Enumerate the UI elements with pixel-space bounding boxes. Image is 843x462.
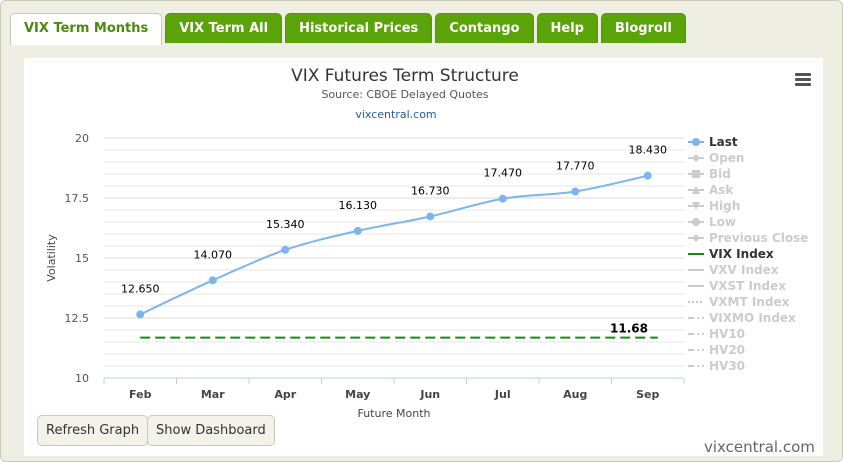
data-label: 17.770: [556, 160, 595, 173]
legend-item-vix-index[interactable]: VIX Index: [688, 247, 774, 261]
x-tick-label: Feb: [129, 388, 152, 401]
y-tick-label: 20: [75, 132, 89, 145]
y-tick-label: 10: [75, 372, 89, 385]
legend-item-last[interactable]: Last: [688, 135, 738, 149]
legend-item-previous-close[interactable]: Previous Close: [688, 231, 808, 245]
data-label: 14.070: [194, 248, 233, 261]
chart-title: VIX Futures Term Structure: [291, 66, 519, 86]
svg-text:Bid: Bid: [709, 167, 731, 181]
chart-panel: [24, 58, 823, 456]
x-tick-label: Apr: [274, 388, 296, 401]
svg-text:Ask: Ask: [709, 183, 734, 197]
x-tick-label: Jun: [419, 388, 440, 401]
legend-item-vixmo-index[interactable]: VIXMO Index: [688, 311, 796, 325]
series-last-point: [571, 187, 580, 196]
y-tick-label: 17.5: [65, 192, 90, 205]
data-label: 12.650: [121, 282, 160, 295]
series-last-point: [353, 226, 362, 235]
svg-text:VIXMO Index: VIXMO Index: [709, 311, 796, 325]
legend-item-hv30[interactable]: HV30: [688, 359, 745, 373]
refresh-graph-button[interactable]: Refresh Graph: [37, 415, 149, 446]
legend-item-high[interactable]: High: [688, 199, 740, 213]
svg-text:Last: Last: [709, 135, 738, 149]
chart-credit: vixcentral.com: [355, 108, 436, 121]
y-tick-label: 15: [75, 252, 89, 265]
svg-text:HV10: HV10: [709, 327, 745, 341]
data-label: 16.730: [411, 184, 450, 197]
tab-blogroll[interactable]: Blogroll: [600, 13, 686, 43]
tab-vix-term-all[interactable]: VIX Term All: [165, 13, 283, 43]
x-tick-label: May: [345, 388, 370, 401]
legend-item-open[interactable]: Open: [688, 151, 744, 165]
legend-item-vxst-index[interactable]: VXST Index: [688, 279, 786, 293]
svg-text:VXMT Index: VXMT Index: [709, 295, 790, 309]
x-tick-label: Jul: [494, 388, 511, 401]
svg-text:HV30: HV30: [709, 359, 745, 373]
legend-item-vxv-index[interactable]: VXV Index: [688, 263, 779, 277]
legend-item-hv10[interactable]: HV10: [688, 327, 745, 341]
svg-text:Open: Open: [709, 151, 744, 165]
chart-subtitle: Source: CBOE Delayed Quotes: [321, 88, 488, 101]
data-label: 16.130: [339, 199, 378, 212]
x-tick-label: Sep: [636, 388, 659, 401]
x-axis-label: Future Month: [357, 407, 430, 420]
data-label: 15.340: [266, 218, 305, 231]
legend-item-hv20[interactable]: HV20: [688, 343, 745, 357]
series-last-point: [281, 245, 290, 254]
data-label: 18.430: [629, 144, 668, 157]
series-last-point: [208, 276, 217, 285]
svg-text:Low: Low: [709, 215, 736, 229]
legend-item-low[interactable]: Low: [688, 215, 736, 229]
show-dashboard-button[interactable]: Show Dashboard: [147, 415, 275, 446]
hamburger-menu-icon[interactable]: [795, 73, 811, 87]
series-last-point: [498, 194, 507, 203]
tab-vix-term-months[interactable]: VIX Term Months: [10, 13, 163, 45]
series-last-point: [643, 171, 652, 180]
tab-bar: VIX Term Months VIX Term All Historical Pr…: [10, 13, 686, 45]
legend-item-ask[interactable]: Ask: [688, 183, 734, 197]
svg-text:VXV Index: VXV Index: [709, 263, 779, 277]
tab-help[interactable]: Help: [536, 13, 598, 43]
vix-index-label: 11.68: [610, 322, 648, 336]
tab-contango[interactable]: Contango: [435, 13, 534, 43]
svg-text:HV20: HV20: [709, 343, 745, 357]
series-last-point: [426, 212, 435, 221]
x-tick-label: Mar: [201, 388, 225, 401]
svg-text:Previous Close: Previous Close: [709, 231, 808, 245]
tab-historical-prices[interactable]: Historical Prices: [285, 13, 433, 43]
series-last-line: [139, 174, 648, 316]
svg-text:VXST Index: VXST Index: [709, 279, 786, 293]
y-axis-label: Volatility: [45, 234, 58, 282]
svg-text:VIX Index: VIX Index: [709, 247, 774, 261]
footer-credit: vixcentral.com: [704, 438, 815, 456]
x-tick-label: Aug: [563, 388, 587, 401]
legend-item-bid[interactable]: Bid: [688, 167, 731, 181]
legend-item-vxmt-index[interactable]: VXMT Index: [688, 295, 790, 309]
data-label: 17.470: [484, 167, 523, 180]
series-last-point: [136, 310, 145, 319]
y-tick-label: 12.5: [65, 312, 90, 325]
svg-text:High: High: [709, 199, 740, 213]
